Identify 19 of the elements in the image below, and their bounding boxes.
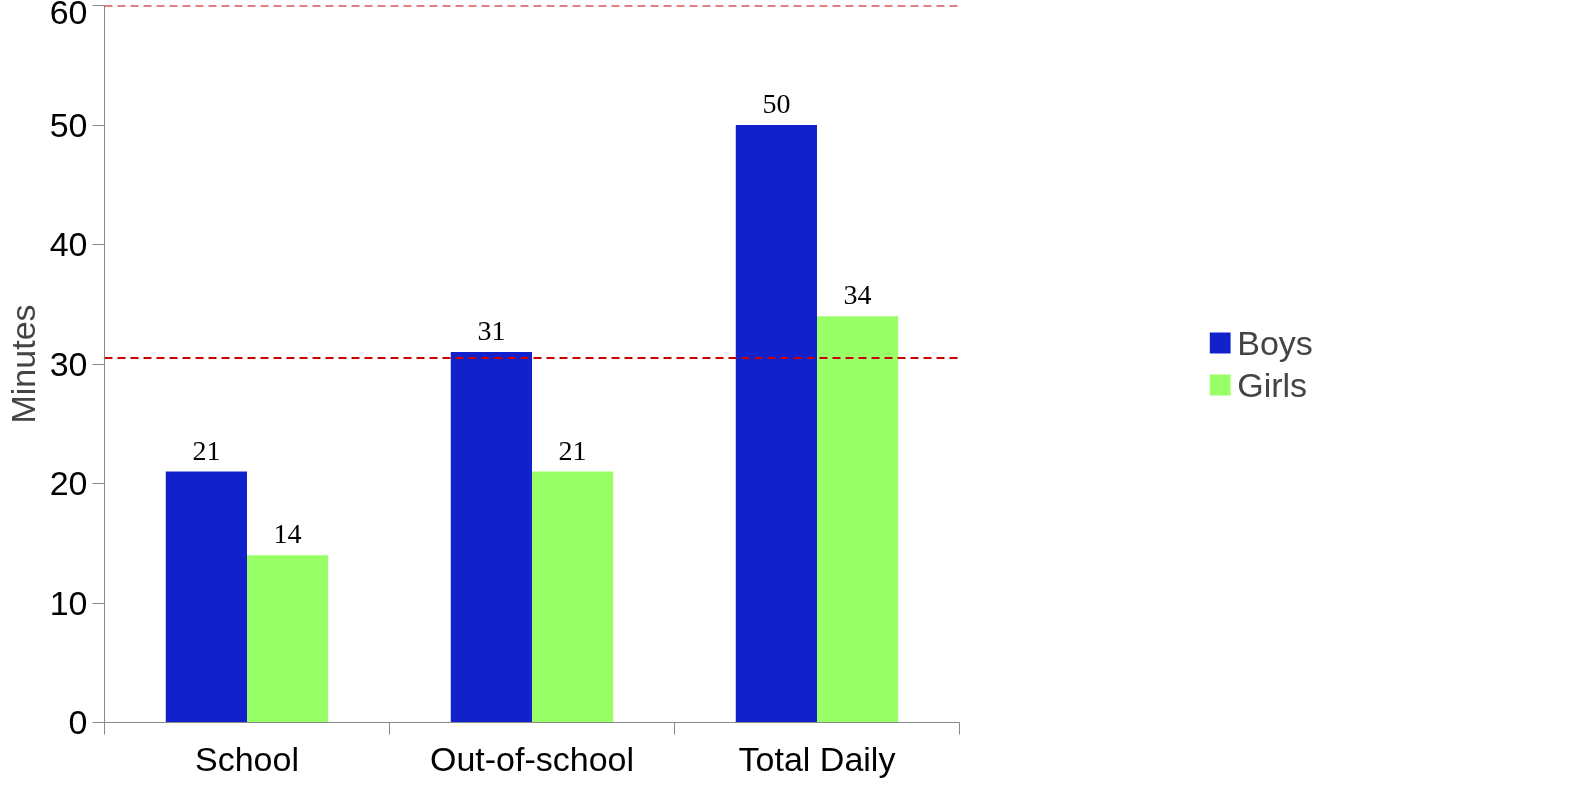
legend-label: Girls (1237, 365, 1308, 404)
y-tick-label: 60 (49, 0, 88, 31)
data-label: 50 (762, 88, 791, 119)
y-tick-label: 50 (49, 105, 88, 144)
y-tick-label: 40 (49, 225, 88, 263)
x-tick-label: School (195, 739, 299, 778)
data-label: 31 (477, 315, 506, 347)
x-tick-label: Out-of-school (429, 739, 635, 778)
y-tick-label: 20 (49, 464, 88, 502)
data-label: 21 (558, 434, 587, 466)
y-tick-label: 0 (68, 703, 88, 741)
data-label: 21 (192, 434, 221, 466)
x-tick-label: Total Daily (738, 739, 896, 778)
legend-label: Boys (1237, 323, 1313, 362)
y-tick-label: 30 (49, 344, 88, 383)
y-axis-title: Minutes (3, 304, 42, 424)
data-label: 14 (273, 518, 302, 550)
data-label: 34 (843, 279, 872, 311)
y-tick-label: 10 (49, 583, 88, 622)
